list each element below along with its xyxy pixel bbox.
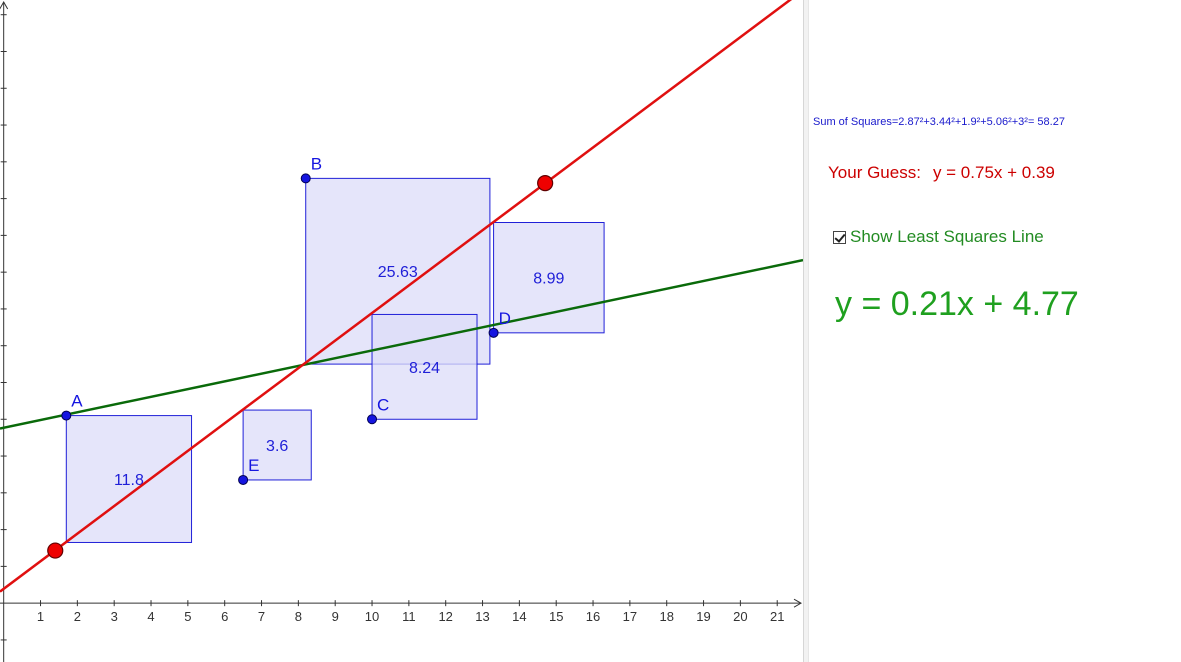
square-value-label: 8.99 [533,271,564,288]
algebra-panel: Sum of Squares=2.87²+3.44²+1.9²+5.06²+3²… [809,0,1181,662]
y-axis-arrow-icon [0,0,9,10]
guess-equation: y = 0.75x + 0.39 [932,163,1055,182]
residual-square[interactable] [242,409,312,481]
x-tick-label: 14 [512,609,526,624]
least-squares-line[interactable] [0,258,803,430]
square-value-label: 11.8 [114,472,144,489]
point-label: D [499,309,511,328]
x-tick-label: 6 [221,609,228,624]
sum-of-squares-text: Sum of Squares=2.87²+3.44²+1.9²+5.06²+3²… [813,116,1065,128]
x-tick-label: 2 [74,609,81,624]
x-tick-label: 9 [332,609,339,624]
x-tick-label: 19 [696,609,710,624]
show-least-squares-toggle[interactable]: Show Least Squares Line [833,227,1044,247]
x-tick-label: 7 [258,609,265,624]
x-tick-label: 12 [438,609,452,624]
x-tick-label: 21 [770,609,784,624]
guess-line-handle[interactable] [47,542,64,559]
point-label: B [311,154,322,173]
x-tick-label: 15 [549,609,563,624]
graphics-view[interactable]: 11.8 25.63 8.24 8.99 3.6 1 2 3 4 5 6 7 8 9 10 11 12 13 14… [0,0,803,662]
x-tick-label: 11 [402,609,416,624]
x-tick-label: 20 [733,609,747,624]
panel-divider[interactable] [803,0,809,662]
scatter-plot[interactable]: 11.825.638.248.993.6 1 2 3 4 5 6 7 8 9 10 11 12 13 14… [0,0,803,662]
data-point[interactable] [488,327,499,338]
x-tick-label: 13 [475,609,489,624]
guess-label: Your Guess: [828,163,921,182]
square-value-label: 3.6 [266,438,288,455]
guess-line[interactable] [0,0,803,593]
x-tick-label: 3 [111,609,118,624]
point-label: A [71,392,83,411]
point-label: E [248,456,259,475]
data-point[interactable] [238,474,249,485]
x-axis-arrow-icon [793,598,803,608]
residual-square[interactable] [65,415,193,543]
x-tick-label: 17 [623,609,637,624]
checkmark-icon [834,230,846,243]
x-tick-label: 16 [586,609,600,624]
x-tick-label: 10 [365,609,379,624]
your-guess-text: Your Guess: y = 0.75x + 0.39 [828,163,1055,183]
x-tick-label: 1 [37,609,44,624]
least-squares-equation: y = 0.21x + 4.77 [835,285,1079,323]
square-value-label: 25.63 [378,264,418,281]
point-label: C [377,395,389,414]
show-least-squares-checkbox[interactable] [833,230,846,244]
x-tick-label: 4 [147,609,154,624]
x-tick-label: 18 [659,609,673,624]
x-tick-label: 5 [184,609,191,624]
x-tick-label: 8 [295,609,302,624]
data-point[interactable] [300,173,311,184]
data-point[interactable] [367,414,378,425]
data-point[interactable] [61,410,72,421]
show-least-squares-label[interactable]: Show Least Squares Line [850,227,1044,246]
guess-line-handle[interactable] [537,175,554,192]
square-value-label: 8.24 [409,360,440,377]
